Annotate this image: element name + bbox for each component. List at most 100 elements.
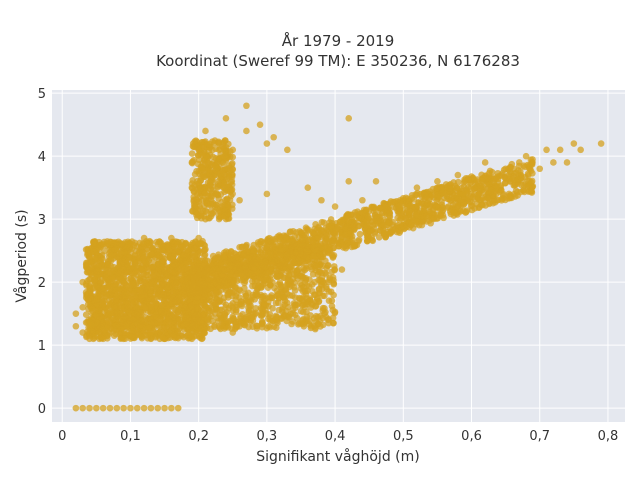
- data-point: [459, 190, 467, 198]
- data-point: [182, 320, 189, 328]
- data-point: [257, 282, 265, 290]
- data-point: [338, 233, 346, 240]
- data-point: [140, 234, 148, 242]
- data-point: [202, 215, 209, 223]
- data-point: [460, 201, 467, 208]
- data-point: [159, 280, 167, 288]
- data-point: [163, 284, 171, 292]
- data-point: [154, 241, 162, 248]
- data-point: [308, 266, 315, 273]
- data-point: [345, 229, 352, 237]
- data-point: [168, 234, 175, 242]
- data-point: [137, 266, 145, 274]
- data-point: [136, 257, 143, 265]
- data-point: [292, 304, 299, 312]
- data-point: [236, 196, 243, 204]
- data-point: [117, 268, 125, 275]
- data-point: [249, 247, 257, 254]
- data-point: [363, 233, 371, 241]
- data-point: [473, 200, 481, 208]
- data-point: [317, 240, 324, 248]
- data-point: [345, 178, 353, 185]
- data-point: [188, 303, 195, 310]
- data-point: [157, 308, 165, 315]
- data-point: [257, 293, 265, 301]
- data-point: [577, 146, 584, 154]
- data-point: [331, 309, 339, 317]
- data-point: [126, 315, 134, 322]
- data-point: [212, 201, 220, 209]
- data-point: [213, 289, 220, 296]
- data-point: [129, 304, 137, 311]
- data-point: [241, 284, 248, 292]
- data-point: [118, 298, 126, 306]
- data-point: [201, 190, 209, 197]
- data-point: [222, 115, 230, 122]
- data-point: [319, 262, 327, 270]
- data-point: [120, 404, 127, 412]
- data-point: [88, 316, 96, 324]
- data-point: [215, 139, 223, 147]
- data-point: [355, 222, 362, 230]
- data-point: [182, 280, 189, 288]
- data-point: [125, 308, 133, 316]
- data-point: [502, 165, 509, 173]
- chart-title: År 1979 - 2019: [282, 31, 395, 50]
- data-point: [113, 308, 120, 316]
- data-point: [209, 317, 216, 325]
- data-point: [563, 159, 571, 166]
- data-point: [159, 253, 166, 261]
- data-point: [447, 196, 455, 204]
- data-point: [328, 297, 336, 305]
- data-point: [86, 404, 93, 412]
- data-point: [405, 209, 413, 216]
- data-point: [86, 253, 93, 261]
- data-point: [148, 264, 155, 271]
- data-point: [462, 174, 470, 182]
- data-point: [321, 292, 328, 300]
- data-point: [477, 185, 484, 192]
- data-point: [259, 311, 266, 318]
- data-point: [296, 280, 304, 287]
- data-point: [536, 165, 544, 173]
- data-point: [161, 266, 168, 273]
- data-point: [129, 327, 136, 335]
- data-point: [321, 310, 328, 317]
- data-point: [160, 324, 168, 331]
- data-point: [208, 307, 216, 314]
- data-point: [489, 192, 497, 199]
- data-point: [325, 319, 332, 327]
- data-point: [267, 250, 275, 258]
- x-tick-label: 0,3: [257, 429, 278, 444]
- data-point: [176, 316, 184, 324]
- data-point: [311, 291, 319, 298]
- data-point: [196, 257, 203, 264]
- data-point: [120, 335, 127, 343]
- data-point: [137, 322, 145, 329]
- data-point: [284, 277, 292, 285]
- data-point: [304, 248, 311, 255]
- data-point: [168, 404, 175, 412]
- data-point: [104, 283, 112, 291]
- data-point: [306, 295, 314, 302]
- data-point: [191, 252, 199, 260]
- data-point: [113, 278, 121, 286]
- data-point: [222, 203, 230, 210]
- data-point: [110, 332, 118, 339]
- data-point: [289, 309, 297, 317]
- data-point: [193, 214, 201, 222]
- data-point: [79, 304, 86, 311]
- data-point: [191, 245, 198, 252]
- data-point: [147, 335, 155, 343]
- data-point: [148, 250, 156, 258]
- data-point: [193, 305, 201, 313]
- data-point: [435, 204, 442, 211]
- data-point: [209, 266, 216, 273]
- data-point: [319, 304, 327, 312]
- data-point: [82, 311, 90, 318]
- data-point: [269, 243, 276, 250]
- data-point: [306, 321, 313, 328]
- data-point: [167, 319, 175, 327]
- data-point: [106, 310, 114, 318]
- data-point: [107, 252, 115, 259]
